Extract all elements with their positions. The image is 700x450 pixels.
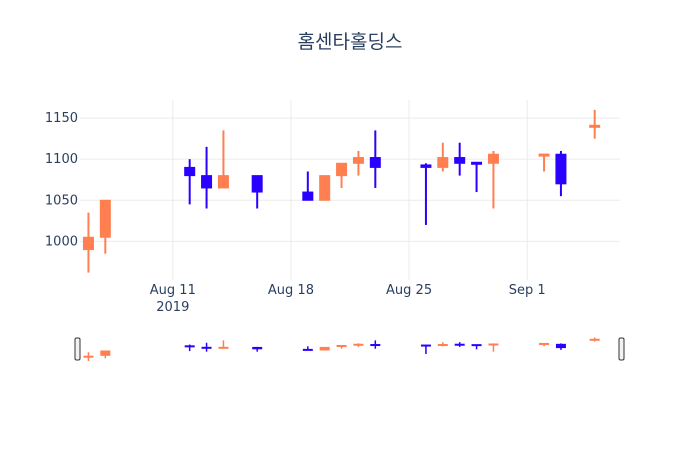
slider-candle-body xyxy=(471,344,482,347)
y-tick-label: 1150 xyxy=(45,111,78,126)
candle-body xyxy=(589,124,601,128)
candle xyxy=(99,199,111,254)
candle-body xyxy=(487,153,499,164)
slider-candle xyxy=(201,342,212,352)
candle-body xyxy=(319,175,331,201)
candle xyxy=(471,161,483,193)
slider-candle xyxy=(184,344,195,352)
candle-body xyxy=(217,175,229,189)
slider-candle xyxy=(454,342,465,347)
x-axis: Aug 11 2019 Aug 18 Aug 25 Sep 1 xyxy=(150,283,546,315)
range-slider[interactable] xyxy=(74,337,625,361)
candle xyxy=(217,130,229,189)
slider-candle xyxy=(437,342,448,347)
candle xyxy=(454,142,466,176)
slider-candle-body xyxy=(319,346,330,351)
slider-candle xyxy=(252,346,263,352)
slider-candle xyxy=(471,344,482,350)
chart-title: 홈센타홀딩스 xyxy=(298,31,403,53)
slider-candle-body xyxy=(420,344,431,347)
candle-body xyxy=(184,166,196,177)
candle-body xyxy=(538,153,550,157)
candle-body xyxy=(302,191,314,201)
candle-body xyxy=(454,157,466,164)
candle-body xyxy=(336,162,348,177)
x-tick-label: Aug 18 xyxy=(268,283,314,298)
slider-candle xyxy=(539,342,550,347)
slider-handle-right[interactable] xyxy=(618,337,625,361)
slider-candle-body xyxy=(336,345,347,348)
slider-candle xyxy=(555,343,566,350)
slider-candle-body xyxy=(539,342,550,345)
grid xyxy=(80,100,620,280)
slider-candle-body xyxy=(437,344,448,347)
y-tick-label: 1100 xyxy=(45,152,78,167)
x-tick-label: Aug 11 xyxy=(150,283,196,298)
slider-candle-body xyxy=(252,346,263,350)
slider-candle-body xyxy=(488,343,499,346)
candle xyxy=(302,171,314,201)
y-tick-label: 1050 xyxy=(45,193,78,208)
candle xyxy=(319,175,331,201)
candle-body xyxy=(201,175,213,189)
slider-candle xyxy=(488,343,499,352)
candle xyxy=(589,109,601,139)
candle xyxy=(336,162,348,188)
candle xyxy=(487,150,499,209)
candle xyxy=(251,175,263,209)
candle-body xyxy=(437,157,449,168)
slider-candle xyxy=(420,344,431,355)
slider-candle-body xyxy=(218,346,229,349)
candle-body xyxy=(369,157,381,168)
slider-candle xyxy=(370,340,381,349)
candle xyxy=(82,212,94,273)
candle xyxy=(184,159,196,205)
candle xyxy=(437,142,449,172)
candle xyxy=(201,146,213,209)
slider-candle-body xyxy=(100,350,111,356)
slider-candle xyxy=(218,340,229,349)
y-tick-label: 1000 xyxy=(45,234,78,249)
candle xyxy=(420,163,432,225)
slider-candle-body xyxy=(589,338,600,341)
x-tick-sublabel: 2019 xyxy=(156,300,189,315)
candle-body xyxy=(471,161,483,165)
slider-candle xyxy=(302,346,313,351)
slider-candle xyxy=(336,345,347,349)
candle xyxy=(352,150,364,176)
slider-candle-body xyxy=(454,343,465,346)
candle-body xyxy=(82,236,94,251)
x-tick-label: Aug 25 xyxy=(386,283,432,298)
candle-body xyxy=(251,175,263,193)
candle-body xyxy=(352,157,364,164)
y-axis: 1000 1050 1100 1150 xyxy=(45,111,78,249)
slider-candle xyxy=(589,337,600,342)
candle xyxy=(555,150,567,197)
slider-handle-left[interactable] xyxy=(74,337,81,361)
x-tick-label: Sep 1 xyxy=(509,283,546,298)
slider-candle-body xyxy=(353,343,364,346)
slider-candle xyxy=(353,343,364,347)
slider-candle-body xyxy=(370,344,381,347)
main-candles xyxy=(82,109,601,273)
slider-candle-body xyxy=(555,343,566,349)
slider-candle xyxy=(319,346,330,351)
candle xyxy=(369,130,381,188)
candle-body xyxy=(99,199,111,238)
slider-candle xyxy=(100,350,111,359)
candle-body xyxy=(420,164,432,168)
slider-candle-body xyxy=(184,345,195,348)
slider-candle-body xyxy=(201,346,212,349)
slider-candle xyxy=(83,352,94,361)
candle xyxy=(538,153,550,172)
slider-candle-body xyxy=(302,348,313,351)
slider-candle-body xyxy=(83,355,94,358)
candle-body xyxy=(555,153,567,185)
